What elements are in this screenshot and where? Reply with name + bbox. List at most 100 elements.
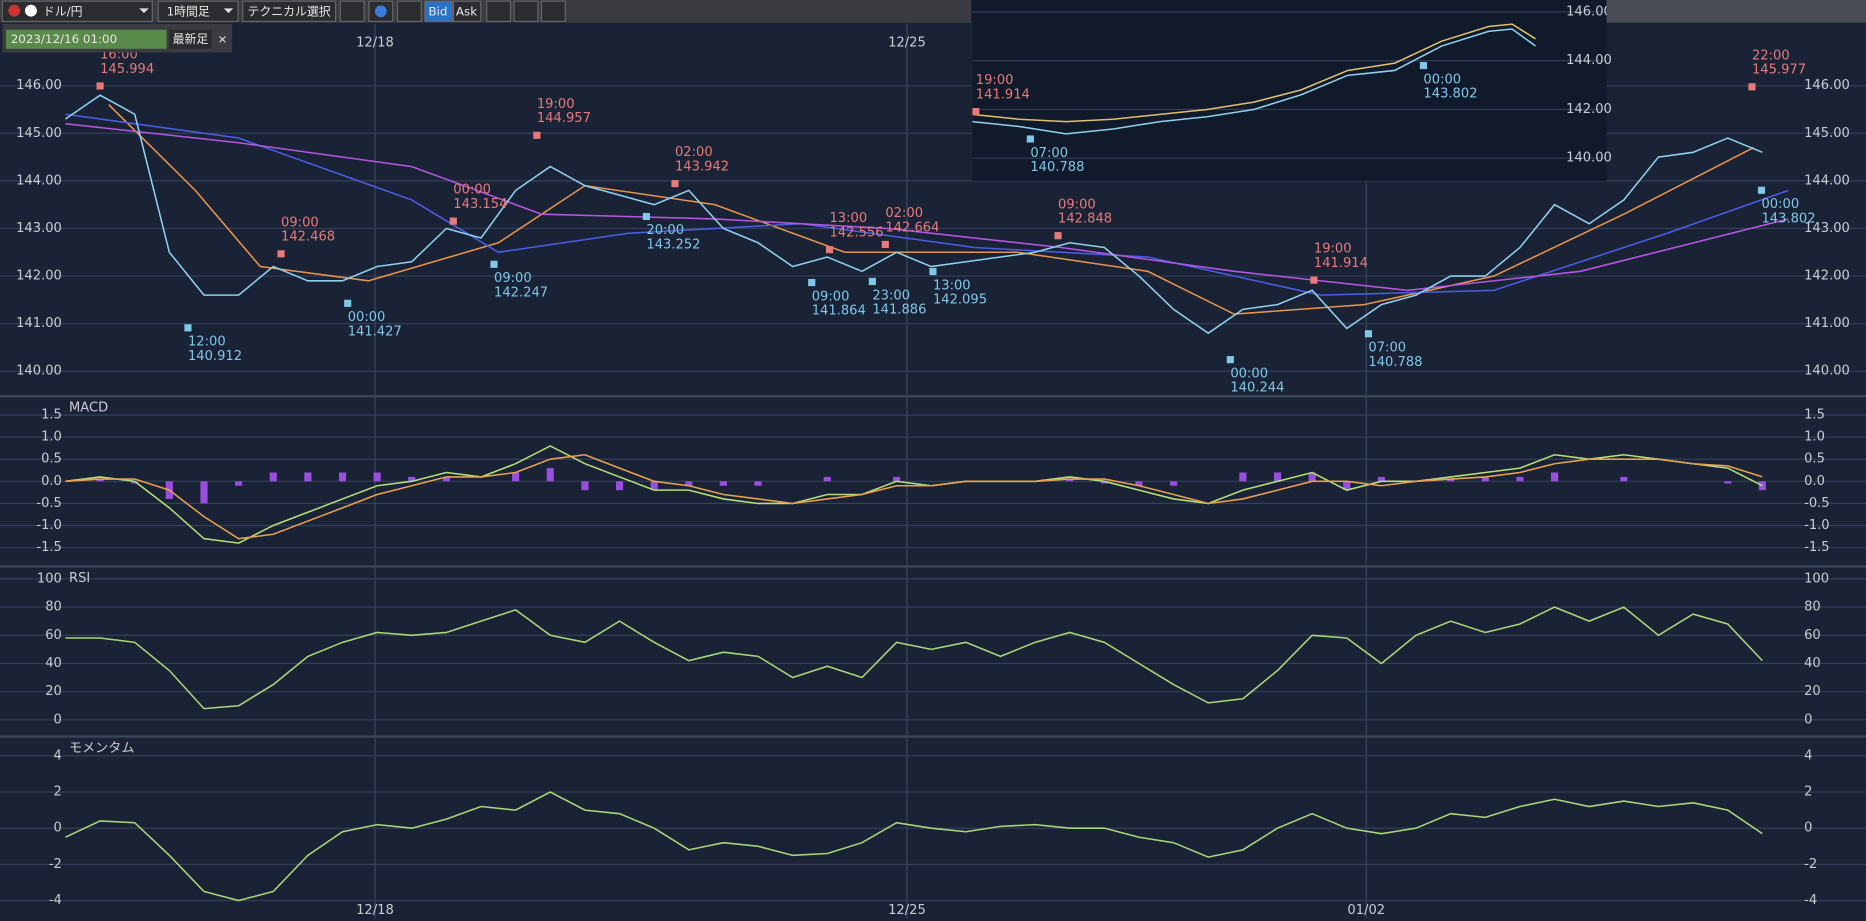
technical-label: テクニカル選択 [248,4,331,18]
y-tick-label: 4 [1804,748,1812,763]
zoom-in-button[interactable] [540,0,566,23]
histogram-bar [685,481,693,486]
extreme-time: 02:00 [675,145,713,160]
timeframe-select[interactable] [157,0,239,23]
histogram-bar [131,481,139,484]
extreme-price: 144.957 [537,111,591,126]
panels: 140.00 140.00 141.00 141.00 142.00 142.00 143.… [0,23,1866,919]
pair-select[interactable] [1,0,153,23]
y-tick-label: 1.5 [1804,408,1825,423]
bid-button[interactable] [424,0,453,23]
y-tick-label: -1.0 [1804,518,1830,533]
extreme-time: 00:00 [1230,366,1268,381]
histogram-bar [1273,472,1282,482]
panel-title: MACD [69,401,108,416]
series-line [972,23,1536,123]
y-tick-label: 146.00 [16,78,62,93]
extreme-price: 140.912 [188,349,242,364]
histogram-bar [442,476,450,482]
y-tick-label: 1.5 [41,408,62,423]
chart-type-button[interactable] [396,0,422,23]
y-tick-label: 80 [45,600,62,615]
extreme-marker [1226,356,1234,364]
extreme-price: 143.942 [675,159,729,174]
y-tick-label: 141.00 [16,316,62,331]
y-tick-label: 1.0 [41,430,62,445]
draw-button[interactable] [339,0,365,23]
y-tick-label: -0.5 [1804,496,1830,511]
histogram-bar [1620,476,1628,482]
y-tick-label: 60 [1804,628,1821,643]
panel-title: RSI [69,571,90,586]
extreme-marker [881,240,889,249]
extreme-marker [449,217,457,225]
y-tick-label: 140.00 [1804,364,1850,379]
extreme-price: 141.427 [348,324,402,339]
histogram-bar [1135,481,1143,486]
extreme-price: 141.914 [1314,256,1368,271]
extreme-time: 09:00 [494,271,532,286]
series-line [65,606,1763,710]
extreme-time: 19:00 [537,97,575,112]
x-tick-label: 12/25 [888,35,926,50]
flag-icon [24,4,37,17]
histogram-bar [1100,481,1108,484]
zoom-out-button[interactable] [513,0,539,23]
histogram-bar [338,472,347,482]
close-button[interactable]: × [218,32,228,46]
extreme-time: 00:00 [348,310,386,325]
x-tick-label: 12/25 [888,903,926,918]
histogram-bar [269,472,277,482]
y-tick-label: -4 [49,893,62,908]
histogram-bar [719,481,728,486]
y-tick-label: 0.0 [1804,474,1825,489]
extreme-price: 142.848 [1058,212,1112,227]
indicator-button[interactable] [486,0,512,23]
extreme-marker [1757,186,1766,194]
y-tick-label: 0 [1804,821,1812,836]
date-box[interactable] [5,29,167,49]
technical-select[interactable] [242,0,337,23]
histogram-bar [1066,479,1074,482]
histogram-bar [1516,476,1524,482]
timeframe-label: 1時間足 [167,4,210,18]
extreme-time: 00:00 [453,183,491,198]
histogram-bar [1170,481,1178,486]
y-tick-label: 2 [54,785,62,800]
y-tick-label: -1.5 [36,540,62,555]
extreme-marker [277,250,285,258]
extreme-time: 19:00 [1314,242,1352,257]
histogram-bar [1377,476,1385,482]
extreme-price: 141.864 [812,304,866,319]
histogram-bar [1758,481,1766,491]
histogram-bar [1724,481,1732,484]
y-tick-label: 142.00 [1804,269,1850,284]
panel-divider [0,565,1866,568]
extreme-marker [1419,61,1428,70]
latest-button[interactable] [168,29,212,49]
extreme-price: 140.244 [1230,381,1284,396]
histogram-bar [235,481,243,486]
extreme-time: 07:00 [1030,146,1068,161]
ask-button[interactable] [452,0,482,23]
histogram-bar [1550,472,1559,482]
x-tick-label: 12/18 [356,35,394,50]
extreme-time: 09:00 [281,215,319,230]
extreme-marker [671,180,679,188]
y-tick-label: 0.5 [1804,452,1825,467]
extreme-price: 141.914 [976,87,1030,102]
y-tick-label: 0.5 [41,452,62,467]
y-tick-label: 143.00 [1804,221,1850,236]
series-line [65,122,1789,292]
histogram-bar [1343,481,1351,491]
extreme-price: 142.468 [281,230,335,245]
panel-divider [0,735,1866,738]
y-tick-label: 142.00 [16,269,62,284]
y-tick-label: 20 [45,684,62,699]
extreme-marker [868,277,876,286]
y-tick-label: 0.0 [41,474,62,489]
extreme-time: 00:00 [1761,197,1799,212]
y-tick-label: -1.0 [36,518,62,533]
y-tick-label: 2 [1804,785,1812,800]
